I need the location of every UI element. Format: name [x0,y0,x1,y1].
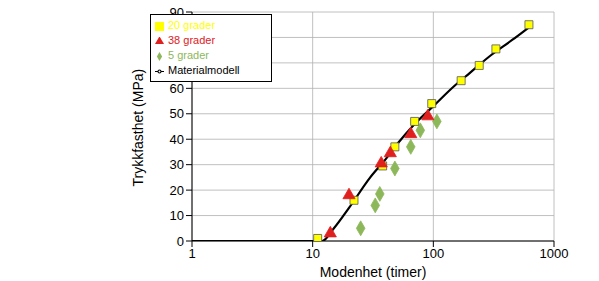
svg-text:10: 10 [170,208,184,223]
svg-text:100: 100 [422,246,444,261]
svg-text:20: 20 [170,183,184,198]
svg-text:40: 40 [170,132,184,147]
svg-text:90: 90 [170,5,184,20]
svg-text:10: 10 [305,246,319,261]
svg-text:0: 0 [177,234,184,249]
svg-text:Modenhet (timer): Modenhet (timer) [320,264,427,280]
svg-text:50: 50 [170,106,184,121]
svg-text:70: 70 [170,56,184,71]
svg-text:80: 80 [170,30,184,45]
svg-text:60: 60 [170,81,184,96]
svg-text:1000: 1000 [540,246,569,261]
svg-text:30: 30 [170,157,184,172]
svg-text:1: 1 [188,246,195,261]
svg-text:Trykkfasthet (MPa): Trykkfasthet (MPa) [130,69,146,187]
